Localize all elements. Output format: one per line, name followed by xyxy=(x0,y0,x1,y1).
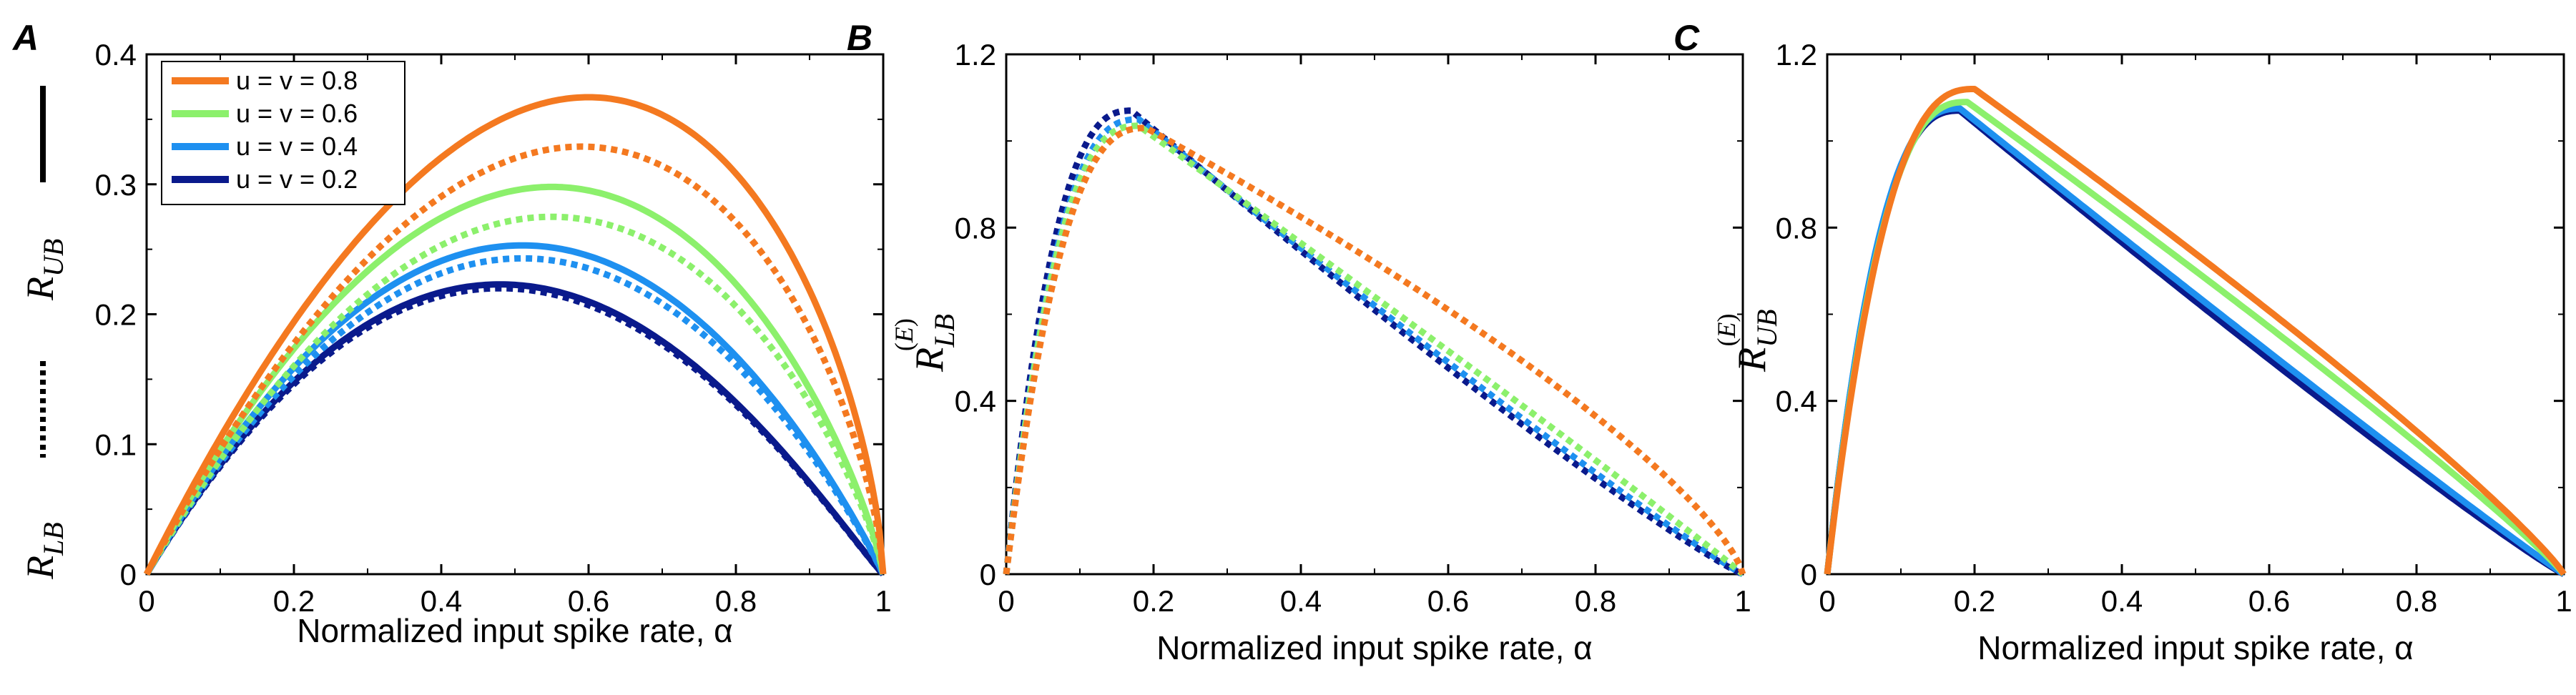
y-tick-label: 0.1 xyxy=(95,428,137,461)
y-tick-label: 0.4 xyxy=(95,38,137,72)
x-tick-label: 0.8 xyxy=(1575,584,1616,618)
series-line-u04-solid xyxy=(144,242,887,576)
ylabel-rub: RUB xyxy=(19,239,69,301)
x-tick-label: 0.2 xyxy=(1954,584,1995,618)
panel-a-series xyxy=(143,94,887,577)
x-tick-label: 1 xyxy=(875,584,891,618)
panel-a-xlabel: Normalized input spike rate, α xyxy=(297,612,733,649)
y-tick-label: 0.8 xyxy=(955,211,996,245)
legend-label: u = v = 0.8 xyxy=(236,66,358,95)
x-tick-label: 0.4 xyxy=(1280,584,1322,618)
x-tick-label: 0.2 xyxy=(273,584,315,618)
panel-c-ylabel: RUB(E) xyxy=(1712,309,1783,373)
y-tick-label: 0 xyxy=(120,558,137,591)
series-line-u04-solid xyxy=(1824,105,2566,577)
panel-b-xlabel: Normalized input spike rate, α xyxy=(1156,629,1593,666)
x-tick-label: 0 xyxy=(1819,584,1835,618)
y-tick-label: 0.4 xyxy=(1776,385,1817,418)
panel-a-legend: u = v = 0.8 u = v = 0.6 u = v = 0.4 u = v =… xyxy=(161,61,405,205)
panel-a-x-ticks: 0 0.2 0.4 0.6 0.8 1 xyxy=(138,54,892,618)
panel-a-letter: A xyxy=(11,18,39,58)
x-tick-label: 0.8 xyxy=(715,584,757,618)
x-tick-label: 1 xyxy=(1734,584,1751,618)
y-tick-label: 0 xyxy=(1801,558,1817,591)
y-tick-label: 1.2 xyxy=(955,38,996,72)
x-tick-label: 1 xyxy=(2555,584,2572,618)
svg-text:RLB: RLB xyxy=(19,522,69,580)
series-line-u08-solid xyxy=(143,94,887,576)
series-line-u02-solid xyxy=(1824,107,2566,577)
panel-b-y-ticks: 0 0.4 0.8 1.2 xyxy=(955,38,1743,591)
x-tick-label: 0.8 xyxy=(2396,584,2437,618)
legend-label: u = v = 0.6 xyxy=(236,99,358,128)
x-tick-label: 0.6 xyxy=(1427,584,1469,618)
series-line-u08-dashed xyxy=(144,143,887,576)
y-tick-label: 0 xyxy=(980,558,996,591)
x-tick-label: 0 xyxy=(138,584,154,618)
panel-a-ylabel: RUB RLB xyxy=(19,86,69,580)
x-tick-label: 0.6 xyxy=(2248,584,2290,618)
legend-entries: u = v = 0.8 u = v = 0.6 u = v = 0.4 u = v =… xyxy=(172,66,358,194)
svg-text:RUB: RUB xyxy=(19,239,69,301)
y-tick-label: 0.3 xyxy=(95,168,137,202)
x-tick-label: 0.4 xyxy=(421,584,462,618)
panel-b-letter: B xyxy=(847,18,872,58)
series-line-u02-dashed xyxy=(1003,107,1744,578)
svg-text:RUB(E): RUB(E) xyxy=(1712,309,1783,373)
panel-b-series xyxy=(1003,107,1746,578)
x-tick-label: 0.2 xyxy=(1133,584,1174,618)
panel-c-y-ticks: 0 0.4 0.8 1.2 xyxy=(1776,38,2564,591)
panel-c-series xyxy=(1824,86,2567,577)
legend-label: u = v = 0.2 xyxy=(236,164,358,194)
series-line-u08-dashed xyxy=(1003,124,1746,576)
series-line-u08-solid xyxy=(1824,86,2567,576)
panel-b-x-ticks: 0 0.2 0.4 0.6 0.8 1 xyxy=(998,54,1751,618)
series-line-u04-dashed xyxy=(144,255,887,576)
series-line-u06-dashed xyxy=(1003,122,1745,577)
y-tick-label: 0.8 xyxy=(1776,211,1817,245)
x-tick-label: 0 xyxy=(998,584,1014,618)
panel-c-letter: C xyxy=(1673,18,1700,58)
x-tick-label: 0.6 xyxy=(568,584,609,618)
series-line-u06-solid xyxy=(1824,99,2567,576)
series-line-u06-dashed xyxy=(144,213,887,576)
ylabel-rlb: RLB xyxy=(19,522,69,580)
series-line-u04-dashed xyxy=(1003,116,1745,577)
panel-c: C 0 0.2 0.4 0.6 0.8 1 0 0.4 0.8 1.2 RUB(E) Norma… xyxy=(1673,18,2572,666)
panel-c-x-ticks: 0 0.2 0.4 0.6 0.8 1 xyxy=(1819,54,2572,618)
y-tick-label: 0.4 xyxy=(955,385,996,418)
panel-b: B 0 0.2 0.4 0.6 0.8 1 0 0.4 0.8 1.2 RLB(E) Norma… xyxy=(847,18,1751,666)
legend-label: u = v = 0.4 xyxy=(236,132,358,161)
x-tick-label: 0.4 xyxy=(2101,584,2143,618)
y-tick-label: 1.2 xyxy=(1776,38,1817,72)
panel-a: A 0 0.2 0.4 0.6 0.8 1 0 0.1 0.2 0.3 0.4 u = v = 0… xyxy=(11,18,892,649)
panel-c-xlabel: Normalized input spike rate, α xyxy=(1977,629,2414,666)
y-tick-label: 0.2 xyxy=(95,298,137,332)
svg-text:RLB(E): RLB(E) xyxy=(890,314,960,373)
panel-b-ylabel: RLB(E) xyxy=(890,314,960,373)
